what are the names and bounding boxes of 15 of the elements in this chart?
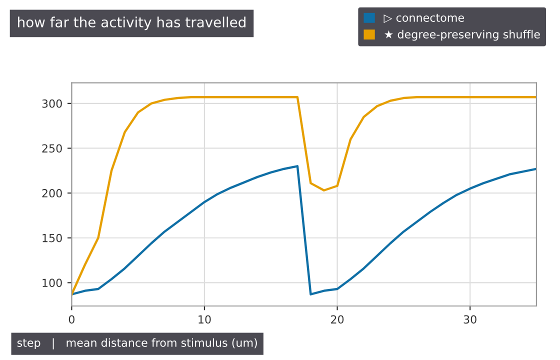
legend-label: ★ degree-preserving shuffle [384, 30, 540, 41]
line-series [72, 165, 536, 296]
line-series [72, 96, 536, 296]
chart-title: how far the activity has travelled [18, 16, 246, 30]
y-tick-label: 100 [42, 278, 62, 288]
x-tick-label: 0 [68, 315, 74, 324]
y-tick-label: 250 [42, 144, 62, 153]
x-tick-label: 10 [198, 315, 211, 324]
y-tick-label: 150 [42, 234, 62, 242]
x-tick-label: 20 [331, 315, 344, 324]
legend-label: ▷ connectome [384, 14, 464, 24]
x-axis-title: step | mean distance from stimulus (um) [17, 338, 257, 350]
y-tick-label: 300 [42, 99, 62, 108]
y-tick-label: 200 [42, 189, 62, 198]
x-tick-label: 30 [464, 315, 476, 324]
